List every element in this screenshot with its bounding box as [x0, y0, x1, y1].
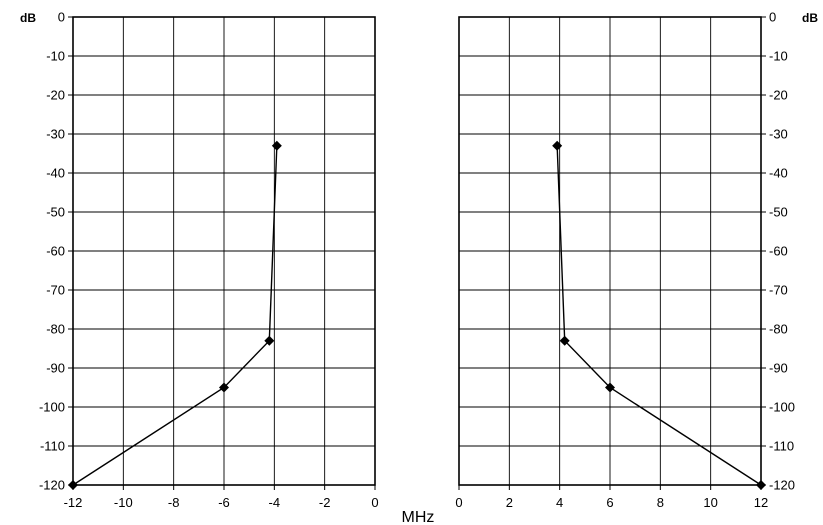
y-tick-label: -100: [39, 400, 65, 415]
y-tick-label: -60: [769, 244, 788, 259]
x-tick-label: 12: [754, 495, 768, 510]
y-tick-label: -90: [46, 361, 65, 376]
y-tick-label: 0: [58, 10, 65, 25]
y-tick-label: -20: [46, 88, 65, 103]
data-point-marker: [756, 480, 766, 490]
data-point-marker: [559, 335, 570, 346]
y-tick-label: -70: [46, 283, 65, 298]
x-tick-label: -10: [114, 495, 133, 510]
y-tick-label: -120: [39, 478, 65, 493]
x-tick-label: -2: [319, 495, 331, 510]
x-tick-label: -12: [64, 495, 83, 510]
x-tick-label: -6: [218, 495, 230, 510]
series-line: [72, 145, 278, 486]
y-tick-label: -110: [40, 439, 65, 454]
y-tick-label: -40: [46, 166, 65, 181]
x-tick-label: 0: [371, 495, 378, 510]
x-tick-label: 4: [556, 495, 563, 510]
x-tick-label: 8: [657, 495, 664, 510]
data-point-marker: [605, 382, 615, 393]
left-panel: 0-10-20-30-40-50-60-70-80-90-100-110-120…: [20, 10, 379, 511]
y-tick-label: -30: [769, 127, 788, 142]
y-tick-label: -10: [769, 49, 788, 64]
y-tick-label: -100: [769, 400, 795, 415]
x-tick-label: 0: [455, 495, 462, 510]
y-tick-label: -80: [769, 322, 788, 337]
y-tick-label: -50: [46, 205, 65, 220]
right-panel: 0 -10 -20 -30 -40 -50 -60 -70 -80 -90 -100 -110 -120…: [455, 10, 818, 511]
y-tick-label: -70: [769, 283, 788, 298]
x-tick-label: 6: [606, 495, 613, 510]
y-tick-label: -20: [769, 88, 788, 103]
y-tick-label: -110: [769, 439, 794, 454]
x-tick-label: -4: [269, 495, 281, 510]
x-tick-label: 2: [506, 495, 513, 510]
y-axis-unit-label: dB: [20, 11, 36, 25]
x-tick-label: 10: [703, 495, 717, 510]
data-point-marker: [264, 335, 275, 346]
y-tick-label: -10: [46, 49, 65, 64]
data-point-marker: [271, 140, 282, 151]
y-tick-label: -50: [769, 205, 788, 220]
y-tick-label: -90: [769, 361, 788, 376]
x-tick-label: -8: [168, 495, 180, 510]
data-point-marker: [552, 140, 563, 151]
data-point-marker: [68, 480, 78, 490]
y-axis-unit-label: dB: [802, 11, 818, 25]
series-line: [556, 145, 762, 486]
y-tick-label: -40: [769, 166, 788, 181]
data-point-marker: [219, 382, 229, 393]
x-axis-unit-label: MHz: [402, 509, 435, 525]
y-tick-label: -30: [46, 127, 65, 142]
y-tick-label: -120: [769, 478, 795, 493]
y-tick-label: -60: [46, 244, 65, 259]
y-tick-label: -80: [46, 322, 65, 337]
y-tick-label: 0: [769, 10, 776, 25]
